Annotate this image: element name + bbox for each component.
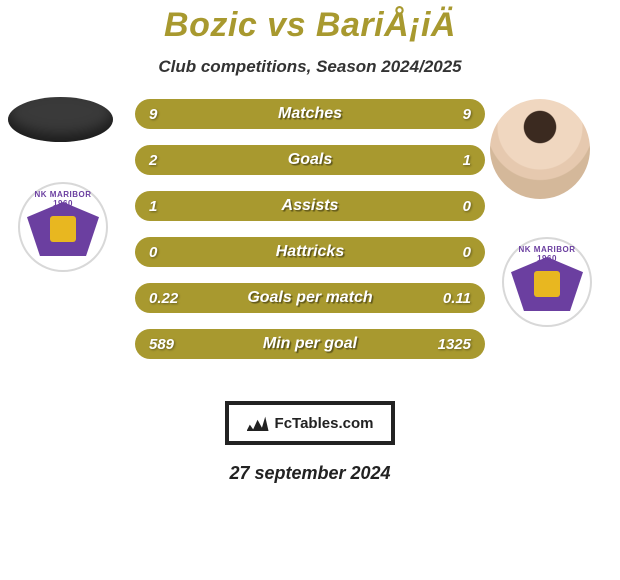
stat-value-right: 1325 — [431, 336, 471, 353]
stat-value-right: 9 — [431, 106, 471, 123]
stat-row: 1Assists0 — [135, 191, 485, 221]
stat-label: Matches — [189, 105, 431, 123]
stat-value-left: 1 — [149, 198, 189, 215]
stat-value-right: 0.11 — [431, 290, 471, 307]
comparison-area: NK MARIBOR 1960 NK MARIBOR 1960 9Matches… — [0, 107, 620, 397]
stat-value-left: 9 — [149, 106, 189, 123]
stat-row: 0Hattricks0 — [135, 237, 485, 267]
page-title: Bozic vs BariÅ¡iÄ — [0, 0, 620, 45]
stat-value-left: 589 — [149, 336, 189, 353]
brand-text: FcTables.com — [275, 415, 374, 432]
stats-list: 9Matches92Goals11Assists00Hattricks00.22… — [135, 99, 485, 375]
stat-value-left: 0.22 — [149, 290, 189, 307]
stat-label: Goals — [189, 151, 431, 169]
club-badge-icon: NK MARIBOR 1960 — [502, 237, 592, 327]
player-left-avatar — [8, 97, 113, 142]
stat-label: Hattricks — [189, 243, 431, 261]
stat-label: Goals per match — [189, 289, 431, 307]
stat-row: 589Min per goal1325 — [135, 329, 485, 359]
stat-label: Assists — [189, 197, 431, 215]
player-right-avatar — [490, 99, 590, 199]
chart-icon — [247, 415, 269, 431]
stat-value-left: 2 — [149, 152, 189, 169]
brand-badge: FcTables.com — [225, 401, 395, 445]
club-badge-text: NK MARIBOR 1960 — [24, 190, 102, 208]
stat-value-right: 0 — [431, 244, 471, 261]
stat-value-left: 0 — [149, 244, 189, 261]
stat-value-right: 1 — [431, 152, 471, 169]
subtitle: Club competitions, Season 2024/2025 — [0, 57, 620, 77]
stat-value-right: 0 — [431, 198, 471, 215]
stat-row: 0.22Goals per match0.11 — [135, 283, 485, 313]
club-badge-text: NK MARIBOR 1960 — [508, 245, 586, 263]
club-badge-icon: NK MARIBOR 1960 — [18, 182, 108, 272]
stat-label: Min per goal — [189, 335, 431, 353]
player-right-club-badge: NK MARIBOR 1960 — [502, 237, 592, 327]
snapshot-date: 27 september 2024 — [0, 463, 620, 484]
player-left-club-badge: NK MARIBOR 1960 — [18, 182, 108, 272]
stat-row: 2Goals1 — [135, 145, 485, 175]
stat-row: 9Matches9 — [135, 99, 485, 129]
